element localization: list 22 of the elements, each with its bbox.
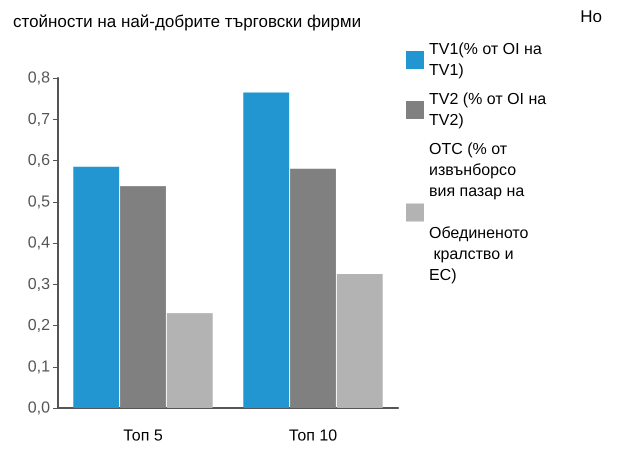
text: Но — [580, 7, 602, 26]
y-tick-label: 0,3 — [28, 276, 50, 293]
bar — [166, 313, 213, 408]
bar — [290, 168, 336, 408]
y-tick-label: 0,5 — [28, 193, 50, 210]
x-tick-label: Топ 10 — [288, 428, 338, 444]
chart-title: стойности на най-добрите търговски фирми — [13, 12, 362, 31]
legend-label: TV1(% от OI на TV1) — [429, 41, 546, 79]
legend-label: TV2 (% от OI на TV2) — [429, 91, 551, 129]
text: OTC (% от извънборсовия пазар на Обединеното кралство и ЕС) — [429, 141, 528, 284]
y-tick-label: 0,1 — [28, 358, 50, 376]
bar — [243, 92, 290, 408]
bar — [73, 166, 120, 408]
bar — [336, 274, 383, 408]
y-tick-label: 0,6 — [28, 152, 50, 169]
x-tick-label: Топ 5 — [123, 428, 163, 444]
y-tick-label: 0,8 — [28, 70, 50, 86]
y-tick-label: 0,4 — [28, 234, 50, 252]
bar — [120, 186, 166, 408]
y-tick-label: 0,7 — [28, 110, 50, 128]
y-tick-label: 0,2 — [28, 317, 50, 334]
y-tick-label: 0,0 — [28, 400, 50, 416]
